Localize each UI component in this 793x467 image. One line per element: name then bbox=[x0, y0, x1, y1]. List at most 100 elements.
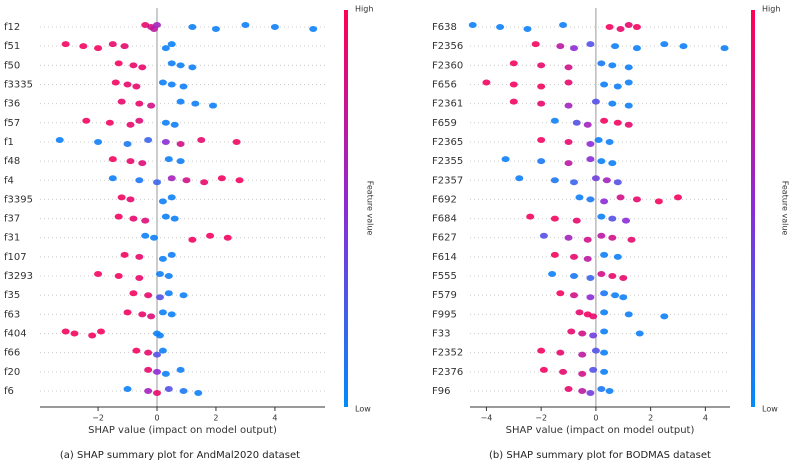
dot bbox=[548, 271, 557, 278]
dot bbox=[309, 26, 318, 32]
dot bbox=[600, 290, 609, 297]
dot bbox=[720, 45, 729, 52]
y-tick-label: F2365 bbox=[432, 137, 463, 148]
dot bbox=[132, 83, 141, 90]
y-tick-label: f37 bbox=[4, 214, 20, 225]
dot bbox=[61, 328, 70, 335]
colorbar-low: Low bbox=[355, 405, 371, 414]
colorbar-label: Feature value bbox=[366, 181, 375, 236]
dot bbox=[94, 271, 103, 278]
dot bbox=[564, 64, 573, 71]
dot bbox=[200, 179, 209, 186]
dot bbox=[575, 194, 584, 201]
dot bbox=[570, 45, 578, 52]
dot bbox=[679, 43, 688, 50]
dot bbox=[611, 292, 620, 299]
dot bbox=[179, 292, 188, 299]
dot bbox=[117, 98, 126, 105]
x-tick-label: 0 bbox=[154, 414, 159, 423]
dot bbox=[150, 234, 159, 241]
dot bbox=[129, 62, 138, 69]
dot bbox=[537, 83, 546, 90]
dot bbox=[539, 366, 548, 373]
dot bbox=[575, 309, 584, 316]
y-tick-label: f12 bbox=[4, 22, 20, 33]
dot bbox=[147, 102, 156, 109]
dot bbox=[616, 194, 625, 201]
dot bbox=[509, 98, 518, 105]
dot bbox=[117, 194, 126, 201]
x-tick-label: −4 bbox=[481, 414, 493, 423]
dot bbox=[597, 232, 606, 239]
dot bbox=[622, 217, 630, 224]
dot bbox=[164, 156, 173, 163]
dot bbox=[167, 311, 176, 318]
dot bbox=[123, 81, 132, 88]
dot bbox=[564, 386, 573, 392]
dot bbox=[605, 24, 614, 30]
dot bbox=[97, 328, 106, 335]
dot bbox=[613, 253, 622, 260]
dot bbox=[572, 119, 581, 126]
dot bbox=[167, 81, 176, 88]
y-tick-label: F2356 bbox=[432, 41, 463, 52]
dot bbox=[537, 158, 546, 165]
dot bbox=[155, 271, 164, 278]
dot bbox=[597, 386, 606, 392]
dot bbox=[597, 271, 606, 278]
x-tick-label: 4 bbox=[703, 414, 708, 423]
dot bbox=[635, 330, 644, 337]
dot bbox=[589, 332, 598, 339]
dot bbox=[570, 292, 578, 299]
y-tick-label: f4 bbox=[4, 175, 14, 186]
dot bbox=[674, 194, 682, 201]
y-tick-label: F995 bbox=[432, 309, 457, 320]
y-tick-label: f107 bbox=[4, 252, 27, 263]
dot bbox=[586, 140, 595, 147]
dot bbox=[556, 43, 565, 50]
dot bbox=[613, 119, 622, 126]
dot bbox=[600, 198, 609, 205]
dot bbox=[523, 26, 532, 32]
dot bbox=[608, 234, 617, 241]
y-tick-label: F2360 bbox=[432, 60, 463, 71]
dot bbox=[105, 119, 114, 126]
dot bbox=[583, 255, 592, 262]
dot bbox=[114, 60, 123, 67]
dot bbox=[526, 213, 535, 220]
dot bbox=[556, 349, 565, 356]
dot bbox=[550, 177, 559, 184]
dot bbox=[158, 347, 167, 354]
dot bbox=[167, 60, 176, 67]
dot bbox=[88, 332, 97, 339]
caption: (b) SHAP summary plot for BODMAS dataset bbox=[489, 450, 711, 461]
x-tick-label: −2 bbox=[92, 414, 104, 423]
colorbar-low: Low bbox=[762, 405, 778, 414]
dot bbox=[564, 102, 573, 109]
dot bbox=[586, 275, 595, 282]
dot bbox=[111, 79, 120, 86]
dot bbox=[158, 255, 167, 262]
y-tick-label: F614 bbox=[432, 252, 457, 263]
dot bbox=[570, 179, 578, 186]
dot bbox=[82, 117, 91, 124]
dot bbox=[578, 388, 587, 394]
dot bbox=[176, 140, 185, 147]
dot bbox=[176, 366, 185, 373]
dot bbox=[79, 43, 88, 50]
dot bbox=[559, 22, 568, 28]
dot bbox=[586, 41, 595, 48]
dot bbox=[600, 81, 609, 88]
y-tick-label: f3335 bbox=[4, 79, 33, 90]
dot bbox=[564, 160, 573, 167]
y-tick-label: F627 bbox=[432, 233, 457, 244]
dot bbox=[616, 26, 625, 32]
dot bbox=[114, 213, 123, 220]
dot bbox=[188, 64, 197, 71]
dot bbox=[537, 100, 546, 107]
dot bbox=[126, 121, 135, 128]
dot bbox=[94, 138, 103, 145]
dot bbox=[129, 215, 138, 222]
y-tick-label: f404 bbox=[4, 329, 27, 340]
dot bbox=[135, 275, 144, 282]
